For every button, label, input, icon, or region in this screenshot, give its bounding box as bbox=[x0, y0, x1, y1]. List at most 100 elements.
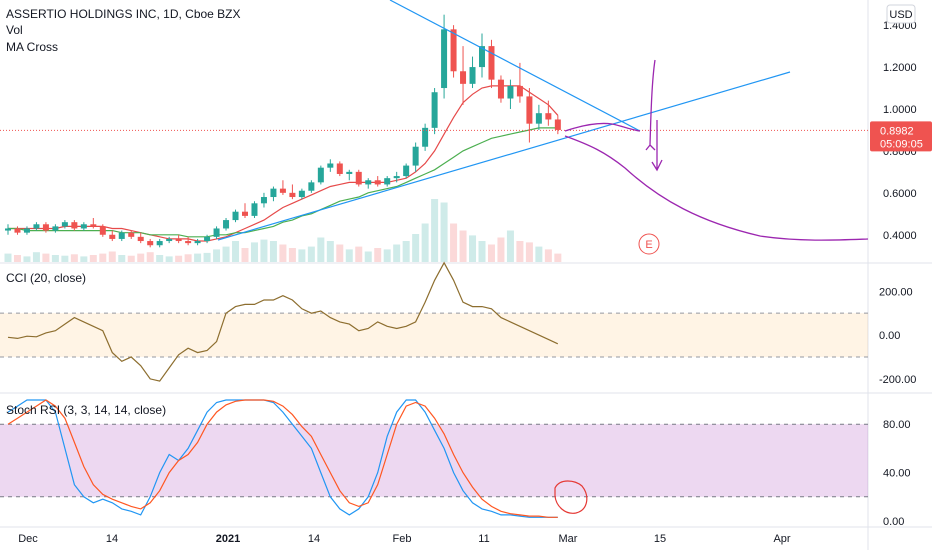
cci-pane-title[interactable]: CCI (20, close) bbox=[6, 271, 87, 285]
volume-bar bbox=[345, 249, 353, 262]
candle-body bbox=[516, 85, 523, 97]
price-tick-label: 1.0000 bbox=[883, 104, 917, 116]
volume-bar bbox=[402, 241, 410, 262]
time-tick-label: 15 bbox=[654, 533, 666, 545]
candle-body bbox=[327, 163, 334, 168]
circle-annotation[interactable] bbox=[554, 480, 588, 514]
cci-line bbox=[7, 261, 559, 382]
cci-band-fill bbox=[0, 313, 868, 357]
candle-body bbox=[260, 197, 267, 204]
volume-bar bbox=[42, 253, 50, 262]
candle-body bbox=[33, 224, 40, 229]
candle-body bbox=[232, 211, 239, 221]
stoch-k-line bbox=[7, 399, 558, 518]
volume-bar bbox=[298, 249, 306, 262]
price-tick-label: 0.6000 bbox=[883, 188, 917, 200]
candle-body bbox=[251, 203, 258, 216]
candle-body bbox=[61, 222, 68, 227]
candle-body bbox=[213, 228, 220, 237]
volume-bar bbox=[213, 249, 221, 262]
volume-bar bbox=[431, 199, 439, 262]
volume-bar bbox=[307, 246, 315, 262]
candle-body bbox=[441, 29, 448, 89]
candle-body bbox=[270, 188, 277, 198]
moving-average-line bbox=[8, 85, 559, 242]
time-tick-label: Mar bbox=[559, 533, 578, 545]
cci-tick-label: 0.00 bbox=[879, 330, 900, 342]
volume-indicator-label[interactable]: Vol bbox=[6, 23, 23, 37]
candle-body bbox=[317, 167, 324, 183]
last-price-tag bbox=[870, 121, 932, 152]
candle-body bbox=[99, 226, 106, 235]
candle-body bbox=[479, 46, 485, 68]
candle-body bbox=[545, 113, 552, 120]
volume-bar bbox=[203, 252, 211, 262]
volume-bar bbox=[118, 255, 126, 262]
volume-bar bbox=[222, 246, 230, 262]
volume-bar bbox=[459, 230, 467, 262]
candle-body bbox=[80, 224, 87, 229]
candle-body bbox=[118, 232, 125, 239]
time-tick-label: Feb bbox=[393, 533, 412, 545]
candle-body bbox=[374, 180, 381, 185]
volume-bar bbox=[250, 242, 258, 262]
candle-body bbox=[90, 224, 97, 227]
volume-bar bbox=[383, 249, 391, 262]
volume-bar bbox=[478, 241, 486, 262]
volume-bar bbox=[269, 241, 277, 262]
volume-bar bbox=[487, 244, 495, 262]
ascending-trendline[interactable] bbox=[217, 71, 791, 241]
price-tick-label: 0.4000 bbox=[883, 230, 917, 242]
volume-bar bbox=[99, 253, 107, 262]
volume-bar bbox=[61, 255, 69, 262]
descending-trendline[interactable] bbox=[389, 0, 641, 132]
arrow-drawing[interactable] bbox=[645, 59, 663, 172]
countdown-timer: 05:09:05 bbox=[880, 138, 923, 150]
candle-body bbox=[308, 182, 315, 191]
earnings-marker[interactable] bbox=[638, 233, 660, 255]
candle-body bbox=[223, 220, 230, 229]
ma-cross-indicator-label[interactable]: MA Cross bbox=[6, 40, 59, 54]
projection-line[interactable] bbox=[564, 122, 641, 132]
volume-bar bbox=[497, 237, 505, 262]
currency-button-label: USD bbox=[889, 9, 912, 21]
candle-body bbox=[137, 236, 144, 242]
candle-body bbox=[156, 241, 163, 246]
volume-bar bbox=[165, 256, 173, 262]
candle-body bbox=[355, 171, 362, 185]
cci-tick-label: 200.00 bbox=[879, 286, 913, 298]
candle-body bbox=[147, 241, 154, 246]
volume-bar bbox=[469, 235, 477, 262]
volume-bar bbox=[146, 252, 154, 262]
time-tick-label: Apr bbox=[773, 533, 790, 545]
candle-body bbox=[71, 222, 78, 229]
volume-bar bbox=[108, 251, 116, 262]
volume-bar bbox=[175, 255, 183, 262]
candle-body bbox=[204, 236, 211, 242]
candle-body bbox=[336, 163, 343, 174]
stoch-rsi-pane-title[interactable]: Stoch RSI (3, 3, 14, 14, close) bbox=[6, 403, 167, 417]
candle-body bbox=[289, 192, 296, 198]
projection-curve[interactable] bbox=[564, 135, 869, 241]
candle-body bbox=[431, 92, 438, 128]
volume-bar bbox=[412, 234, 420, 262]
volume-bar bbox=[23, 256, 31, 262]
volume-bar bbox=[260, 239, 268, 262]
stoch-d-line bbox=[7, 399, 558, 518]
candle-body bbox=[42, 224, 49, 231]
stoch-tick-label: 0.00 bbox=[883, 516, 904, 528]
currency-button[interactable] bbox=[886, 4, 916, 24]
symbol-title[interactable]: ASSERTIO HOLDINGS INC, 1D, Cboe BZX bbox=[6, 7, 241, 21]
earnings-marker-label: E bbox=[645, 239, 652, 251]
candle-body bbox=[469, 67, 476, 84]
volume-bar bbox=[317, 237, 325, 262]
cci-tick-label: -200.00 bbox=[879, 374, 916, 386]
candle-body bbox=[5, 228, 11, 231]
last-price-value: 0.8982 bbox=[880, 125, 914, 137]
candle-body bbox=[52, 226, 59, 231]
stoch-tick-label: 40.00 bbox=[883, 468, 911, 480]
candle-body bbox=[393, 176, 400, 179]
volume-bar bbox=[156, 255, 164, 262]
candle-body bbox=[535, 113, 542, 124]
